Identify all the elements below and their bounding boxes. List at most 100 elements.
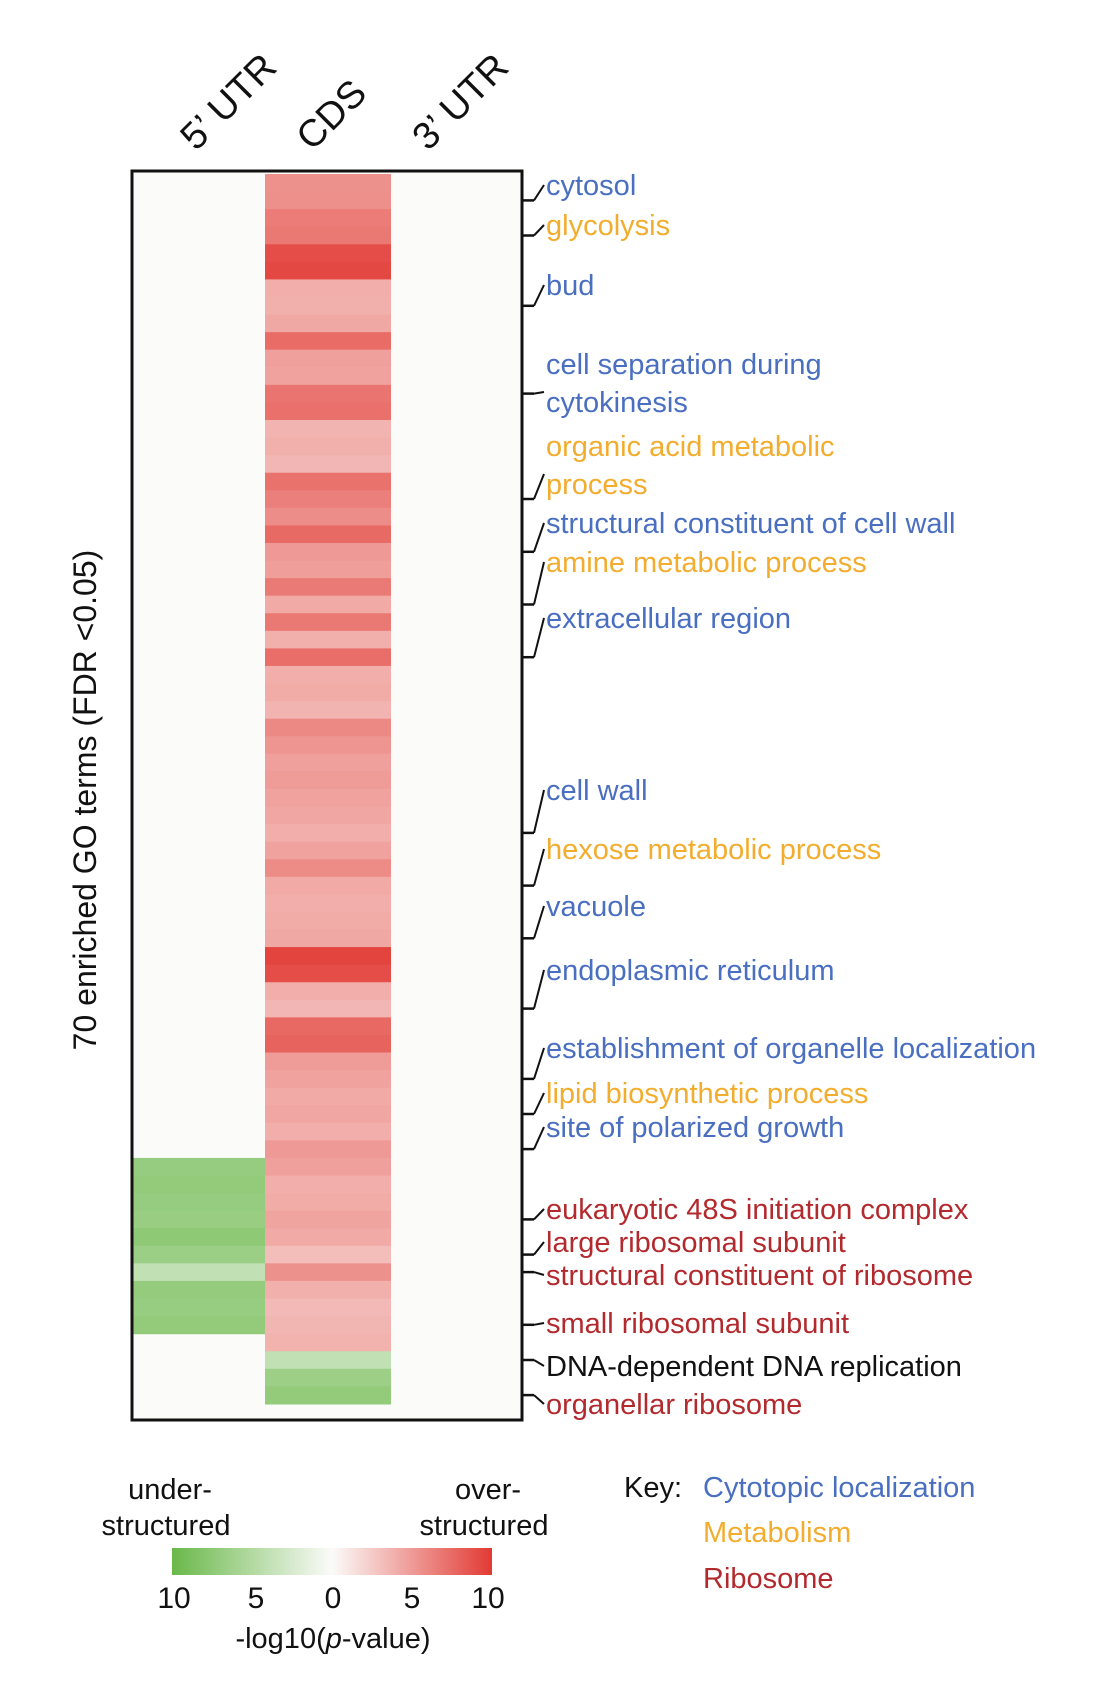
colorbar-over-label-line1: over- (455, 1474, 521, 1506)
annotation-connector-dna-dependent-dna-replication (533, 1359, 545, 1367)
annotation-label-organellar-ribosome: organellar ribosome (546, 1389, 802, 1421)
utr5-cell-row-65 (133, 1316, 265, 1335)
annotation-label-cytosol: cytosol (546, 170, 636, 202)
cds-cell-row-27 (265, 648, 391, 667)
annotation-connector-organic-acid-metabolic (533, 473, 545, 500)
colorbar-title: -log10(p-value) (235, 1623, 430, 1655)
colorbar-tick-10-over: 10 (471, 1582, 504, 1615)
cds-cell-row-26 (265, 630, 391, 649)
annotation-label-amine-metabolic-process: amine metabolic process (546, 547, 867, 579)
cds-cell-row-66 (265, 1333, 391, 1352)
cds-cell-row-15 (265, 437, 391, 456)
cds-cell-row-17 (265, 472, 391, 491)
annotation-label-bud: bud (546, 270, 594, 302)
annotation-label-structural-constituent-of-ribosome: structural constituent of ribosome (546, 1260, 973, 1292)
colorbar-tick-0: 0 (325, 1582, 342, 1615)
cds-cell-row-64 (265, 1298, 391, 1317)
annotation-connector-structural-constituent-of-cell-wall (533, 522, 545, 553)
cds-cell-row-38 (265, 841, 391, 860)
utr5-cell-row-57 (133, 1175, 265, 1194)
cds-cell-row-37 (265, 824, 391, 843)
colorbar-gradient (172, 1548, 492, 1575)
column-headers: 5’ UTR CDS 3’ UTR (173, 46, 517, 158)
cds-cell-row-51 (265, 1070, 391, 1089)
annotation-label-organic-acid-metabolic: organic acid metabolic (546, 431, 835, 463)
cds-cell-row-55 (265, 1140, 391, 1159)
cds-cell-row-16 (265, 455, 391, 474)
key-item-cytotopic-localization: Cytotopic localization (703, 1472, 975, 1504)
cds-cell-row-50 (265, 1052, 391, 1071)
cds-cell-row-6 (265, 279, 391, 298)
cds-cell-row-0 (265, 174, 391, 193)
annotation-label-glycolysis: glycolysis (546, 210, 670, 242)
cds-cell-row-12 (265, 384, 391, 404)
annotation-connector-vacuole (533, 905, 545, 939)
cds-cell-row-11 (265, 367, 391, 386)
cds-cell-row-42 (265, 911, 391, 931)
heatmap-frame (130, 169, 524, 1422)
cds-cell-row-40 (265, 876, 391, 895)
cds-cell-row-3 (265, 226, 391, 245)
cds-cell-row-47 (265, 999, 391, 1018)
cds-cell-row-1 (265, 191, 391, 210)
annotation-label-large-ribosomal-subunit: large ribosomal subunit (546, 1227, 846, 1259)
cds-cell-row-60 (265, 1228, 391, 1247)
annotation-label-eukaryotic-48s-initiation-complex: eukaryotic 48S initiation complex (546, 1194, 969, 1226)
annotation-connector-glycolysis (533, 224, 545, 237)
annotation-label-endoplasmic-reticulum: endoplasmic reticulum (546, 955, 835, 987)
annotation-connector-cell-separation-during (533, 391, 545, 395)
annotation-connector-cell-wall (533, 789, 545, 834)
cds-cell-row-46 (265, 982, 391, 1001)
cds-cell-row-36 (265, 806, 391, 825)
key-title: Key: (624, 1472, 682, 1504)
cds-cell-row-21 (265, 542, 391, 562)
annotation-connector-hexose-metabolic-process (533, 848, 545, 886)
colorbar-legend: under- structured over- structured 10 5 … (102, 1474, 549, 1655)
cds-under-cell-row-67 (265, 1351, 391, 1370)
cds-cell-row-52 (265, 1087, 391, 1106)
cds-cell-row-7 (265, 296, 391, 316)
annotation-label-establishment-of-organelle-localization: establishment of organelle localization (546, 1033, 1036, 1065)
cds-cell-row-45 (265, 964, 391, 983)
colorbar-tick-5-over: 5 (404, 1582, 421, 1615)
cds-cell-row-53 (265, 1105, 391, 1124)
annotation-connector-cytosol (533, 184, 545, 201)
cds-cell-row-14 (265, 419, 391, 439)
utr5-cell-row-58 (133, 1193, 265, 1212)
annotation-label-structural-constituent-of-cell-wall: structural constituent of cell wall (546, 508, 955, 540)
cds-cell-row-10 (265, 349, 391, 368)
column-header-cds: CDS (289, 72, 375, 158)
annotation-connector-endoplasmic-reticulum (533, 969, 545, 1009)
cds-cell-row-35 (265, 788, 391, 808)
annotation-label-cell-wall: cell wall (546, 775, 648, 807)
cds-cell-row-56 (265, 1157, 391, 1177)
column-header-3utr: 3’ UTR (405, 46, 517, 158)
cds-cell-row-39 (265, 859, 391, 878)
cds-cell-row-54 (265, 1122, 391, 1141)
annotation-connector-amine-metabolic-process (533, 561, 545, 605)
annotation-connector-establishment-of-organelle-localization (533, 1047, 545, 1080)
cds-cell-row-29 (265, 683, 391, 702)
colorbar-under-label-line2: structured (102, 1510, 231, 1542)
cds-cell-row-62 (265, 1263, 391, 1282)
key-item-ribosome: Ribosome (703, 1563, 834, 1595)
utr5-cell-row-63 (133, 1280, 265, 1300)
cds-cell-row-33 (265, 753, 391, 772)
cds-cell-row-25 (265, 613, 391, 632)
utr5-cell-row-61 (133, 1245, 265, 1264)
cds-cell-row-5 (265, 261, 391, 281)
annotation-label-cell-separation-during-line2: cytokinesis (546, 387, 688, 419)
cds-under-cell-row-68 (265, 1368, 391, 1387)
cds-cell-row-18 (265, 490, 391, 509)
utr5-cell-row-59 (133, 1210, 265, 1229)
cds-cell-row-58 (265, 1193, 391, 1212)
cds-cell-row-30 (265, 701, 391, 720)
colorbar-over-label-line2: structured (420, 1510, 549, 1542)
cds-cell-row-61 (265, 1245, 391, 1264)
cds-cell-row-8 (265, 314, 391, 333)
cds-cell-row-57 (265, 1175, 391, 1194)
go-term-annotations: cytosol glycolysis bud cell separation duri… (522, 170, 1036, 1421)
annotation-connector-large-ribosomal-subunit (533, 1241, 545, 1256)
annotation-label-organic-acid-metabolic-line2: process (546, 469, 648, 501)
category-key: Key: Cytotopic localization Metabolism R… (624, 1472, 975, 1595)
